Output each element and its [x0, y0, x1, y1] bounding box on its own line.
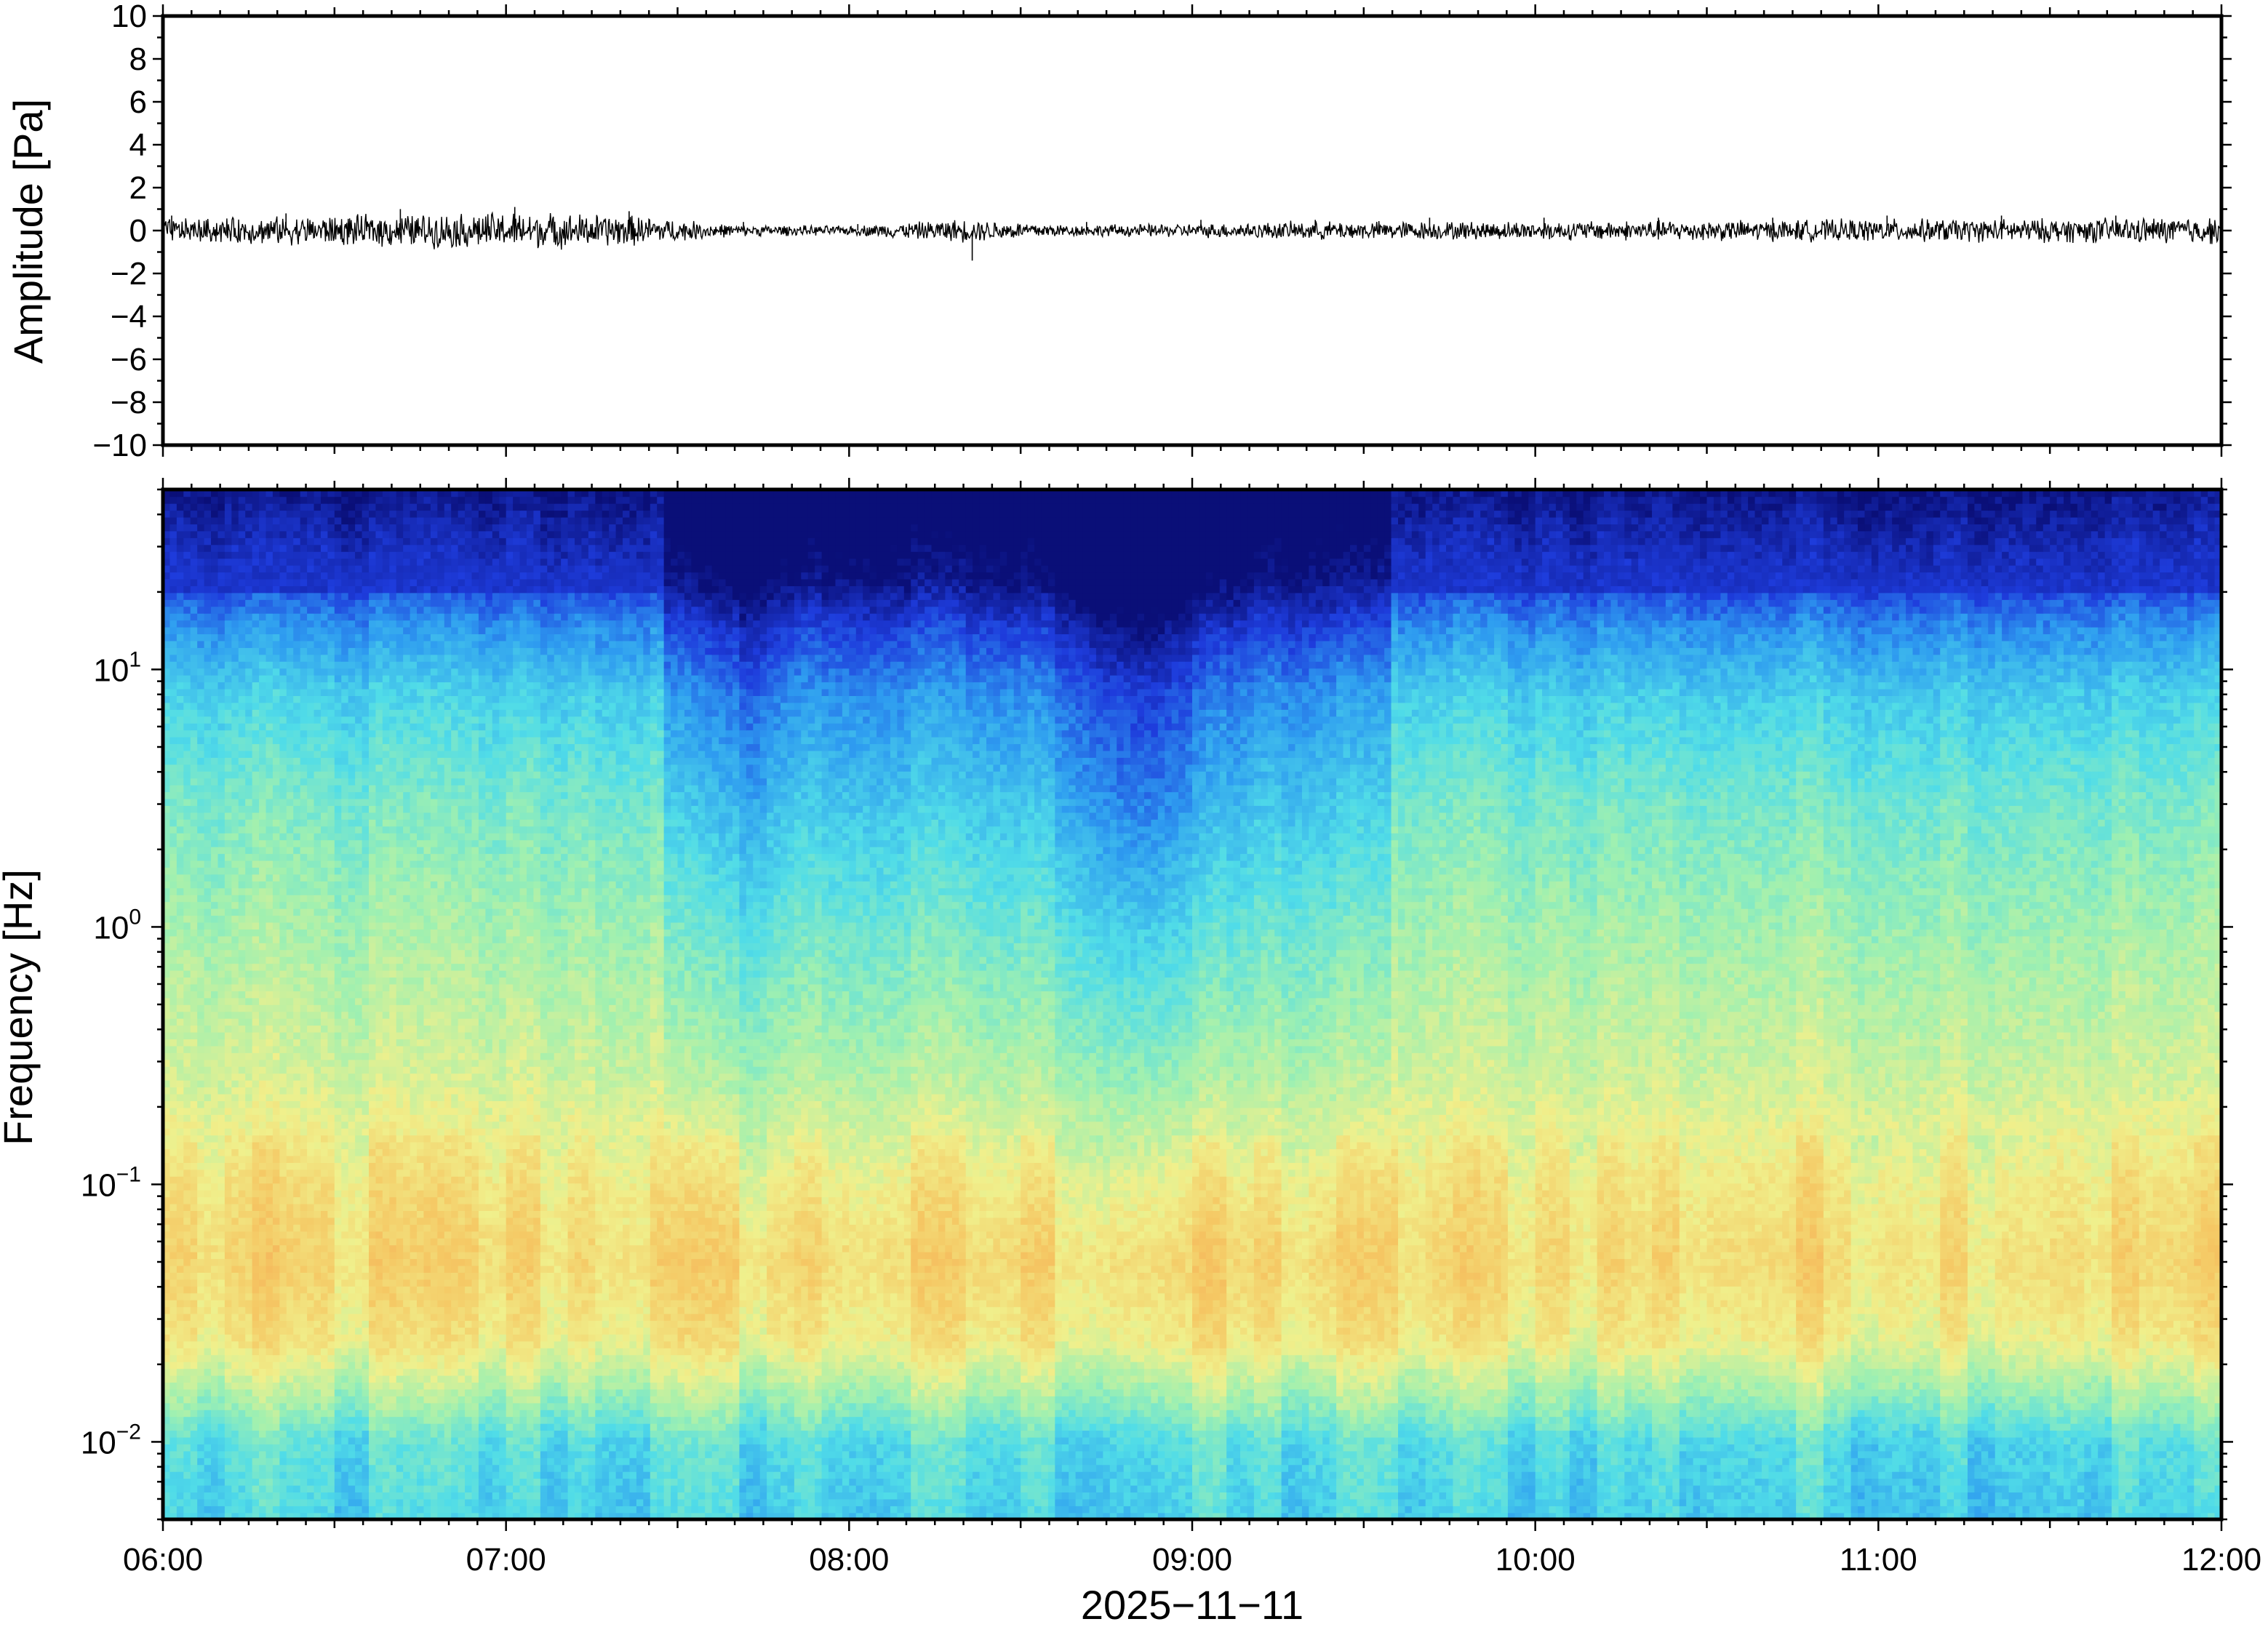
amplitude-tick-label: −6 — [111, 342, 147, 377]
waveform-line — [163, 213, 2221, 249]
frequency-tick-label: 10−1 — [81, 1162, 141, 1203]
amplitude-tick-label: 6 — [129, 84, 147, 120]
time-tick-label: 08:00 — [809, 1542, 889, 1578]
amplitude-tick-label: −4 — [111, 299, 147, 335]
time-tick-label: 12:00 — [2181, 1542, 2261, 1578]
time-tick-label: 09:00 — [1152, 1542, 1232, 1578]
date-axis-title: 2025−11−11 — [1081, 1582, 1303, 1623]
amplitude-tick-label: −10 — [92, 428, 147, 463]
time-tick-label: 10:00 — [1496, 1542, 1576, 1578]
amplitude-tick-label: 0 — [129, 213, 147, 249]
amplitude-tick-label: 4 — [129, 127, 147, 163]
amplitude-tick-label: 8 — [129, 41, 147, 77]
amplitude-tick-label: −2 — [111, 256, 147, 292]
amplitude-tick-label: −8 — [111, 385, 147, 420]
frequency-tick-label: 10−2 — [81, 1420, 141, 1460]
spectrogram-heatmap — [163, 489, 2222, 1520]
amplitude-tick-label: 2 — [129, 170, 147, 206]
time-tick-label: 07:00 — [466, 1542, 546, 1578]
frequency-tick-label: 101 — [93, 647, 141, 688]
amplitude-tick-label: 10 — [111, 0, 147, 34]
time-tick-label: 06:00 — [123, 1542, 203, 1578]
amplitude-axis-title: Amplitude [Pa] — [5, 99, 51, 364]
frequency-axis-title: Frequency [Hz] — [0, 869, 41, 1146]
waveform-series — [163, 207, 2230, 261]
frequency-tick-label: 100 — [93, 905, 141, 946]
time-tick-label: 11:00 — [1840, 1542, 1917, 1578]
